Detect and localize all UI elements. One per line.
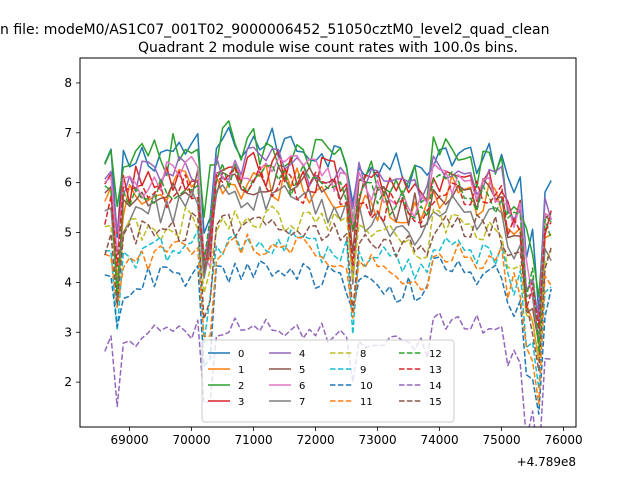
x-tick-label: 75000 [483,433,521,447]
series-line-8 [104,205,552,360]
legend-label: 12 [429,349,442,360]
series-line-12 [104,162,552,353]
y-tick-label: 6 [64,176,72,190]
legend-label: 15 [429,397,442,408]
legend-label: 7 [299,397,305,408]
x-tick-label: 69000 [111,433,149,447]
x-tick-label: 74000 [421,433,459,447]
legend-frame [201,339,455,423]
y-tick-label: 3 [64,325,72,339]
legend-label: 2 [238,381,244,392]
legend-label: 6 [299,381,305,392]
chart-title: Quadrant 2 module wise count rates with … [138,40,518,56]
y-tick-label: 8 [64,76,72,90]
y-tick-label: 2 [64,375,72,389]
x-tick-label: 76000 [545,433,583,447]
series-line-6 [104,155,552,341]
legend-label: 8 [360,349,366,360]
series-line-7 [104,184,552,342]
legend-label: 4 [299,349,305,360]
plot-frame [79,57,577,428]
x-axis: 69000 70000 71000 72000 73000 74000 75000 76000 [111,427,583,447]
series-line-4 [104,146,552,324]
plot-area: 69000 70000 71000 72000 73000 74000 75000 76000… [64,57,583,469]
legend-label: 10 [360,381,373,392]
series-line-13 [104,165,552,329]
x-tick-label: 71000 [235,433,273,447]
series-line-10 [104,256,552,415]
legend-label: 9 [360,365,366,376]
legend-label: 0 [238,349,244,360]
y-tick-label: 7 [64,126,72,140]
series-line-11 [104,233,552,405]
x-tick-label: 72000 [297,433,335,447]
legend-label: 13 [429,365,442,376]
legend-label: 11 [360,397,373,408]
series-line-3 [104,149,552,322]
series-line-9 [104,229,552,390]
y-tick-label: 4 [64,275,72,289]
x-tick-label: 73000 [359,433,397,447]
x-tick-label: 70000 [173,433,211,447]
y-axis: 2 3 4 5 6 7 8 [64,76,80,389]
legend-label: 3 [238,397,244,408]
legend-label: 1 [238,365,244,376]
series-line-2 [104,120,552,298]
series-line-15 [104,211,552,372]
legend-label: 5 [299,365,305,376]
series-line-0 [104,126,552,314]
y-tick-label: 5 [64,226,72,240]
series-layer [104,120,552,427]
suptitle: n file: modeM0/AS1C07_001T02_9000006452_… [0,22,549,38]
legend-label: 14 [429,381,442,392]
x-offset-label: +4.789e8 [517,455,576,469]
